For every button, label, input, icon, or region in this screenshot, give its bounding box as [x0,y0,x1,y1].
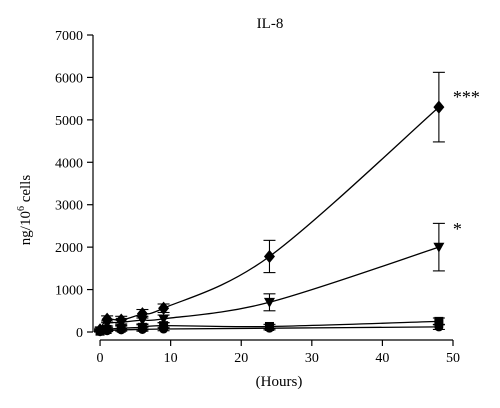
circle-marker [95,327,105,337]
y-tick-label: 2000 [55,241,83,256]
x-tick-label: 10 [164,351,178,366]
y-axis-label: ng/106 cells [16,175,34,246]
y-tick-label: 0 [76,326,83,341]
x-tick-label: 0 [97,351,104,366]
y-tick-label: 7000 [55,29,83,44]
chart-title: IL-8 [257,16,284,32]
x-axis: 0 10 20 30 40 50 [97,339,460,366]
triangle-down-marker [136,315,148,326]
significance-label: * [453,219,462,239]
y-tick-label: 5000 [55,114,83,129]
diamond-marker [158,301,170,315]
triangle-down-marker [433,242,445,253]
plot-area: **** [94,71,480,337]
triangle-down-marker [263,297,275,308]
y-axis: 0 1000 2000 3000 4000 5000 6000 7000 [55,29,94,341]
x-tick-label: 30 [305,351,319,366]
square-marker [434,316,444,326]
y-axis-label-tail: cells [18,175,34,206]
y-axis-label-base: ng/10 [18,211,34,245]
series-circle [94,322,445,337]
y-tick-label: 6000 [55,71,83,86]
y-tick-label: 3000 [55,199,83,214]
triangle-down-marker [101,319,113,330]
x-axis-label: (Hours) [256,374,303,390]
x-tick-label: 50 [446,351,460,366]
significance-label: *** [453,87,480,107]
x-tick-label: 40 [375,351,389,366]
triangle-down-marker [115,317,127,328]
circle-marker [102,326,112,336]
x-tick-label: 20 [234,351,248,366]
series-triangle-down: * [94,219,462,337]
diamond-marker [263,249,275,264]
y-axis-label-superscript: 6 [16,206,27,211]
series-diamond: *** [94,71,480,337]
circle-marker [116,325,126,335]
circle-marker [434,322,444,332]
triangle-down-marker [158,314,170,325]
y-tick-label: 4000 [55,156,83,171]
diamond-marker [433,100,445,114]
circle-marker [159,324,169,334]
y-tick-label: 1000 [55,284,83,299]
circle-marker [137,324,147,334]
circle-marker [264,323,274,333]
diamond-marker [136,307,148,321]
